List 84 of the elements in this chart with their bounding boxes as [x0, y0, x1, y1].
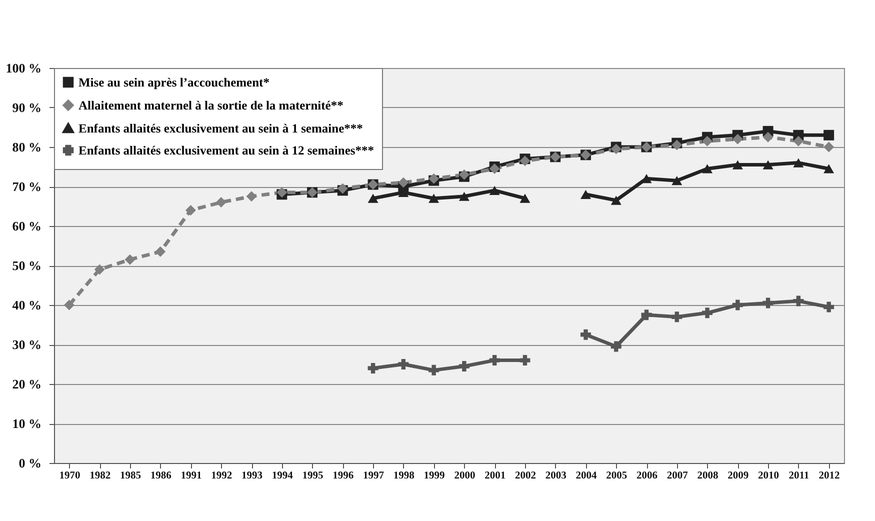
point	[793, 158, 804, 168]
x-tick-label: 2003	[545, 470, 566, 482]
x-tick-label: 1985	[120, 470, 141, 482]
point	[641, 310, 652, 320]
point	[428, 194, 440, 203]
x-tick-label: 1999	[424, 470, 445, 482]
point	[368, 362, 378, 374]
point	[702, 308, 713, 318]
x-tick-label: 1994	[272, 470, 294, 482]
y-tick-label: 100 %	[6, 60, 42, 76]
point	[824, 164, 834, 174]
y-tick-label: 50 %	[12, 258, 42, 273]
x-tick-label: 1997	[363, 470, 384, 482]
point	[124, 254, 136, 265]
legend-label: Mise au sein après l’accouchement*	[78, 75, 270, 90]
point	[580, 329, 591, 340]
point	[732, 134, 743, 144]
x-tick-label: 1996	[332, 470, 354, 482]
y-tick-label: 20 %	[12, 376, 42, 392]
point	[610, 196, 622, 205]
y-tick-label: 10 %	[12, 416, 42, 431]
x-tick-label: 2006	[636, 470, 658, 482]
x-tick-label: 1986	[150, 470, 172, 482]
point	[672, 312, 682, 322]
point	[824, 302, 834, 312]
point	[672, 176, 682, 186]
y-tick-label: 40 %	[12, 298, 42, 312]
point	[489, 186, 500, 195]
point	[520, 194, 530, 203]
point	[428, 364, 440, 376]
point	[762, 132, 774, 142]
x-tick-label: 2005	[606, 470, 628, 482]
point	[458, 192, 470, 201]
x-tick-label: 2012	[818, 470, 840, 482]
point	[580, 190, 591, 199]
point	[732, 300, 743, 310]
x-tick-label: 1991	[180, 470, 202, 482]
x-tick-label: 2009	[728, 470, 749, 482]
point	[762, 160, 774, 170]
point	[185, 204, 196, 216]
x-tick-label: 2002	[514, 470, 536, 482]
x-tick-label: 1998	[393, 470, 414, 482]
x-tick-label: 2011	[788, 470, 810, 482]
y-tick-label: 30 %	[12, 337, 42, 352]
x-tick-label: 1993	[242, 470, 262, 482]
point	[94, 264, 105, 275]
point	[398, 359, 409, 370]
y-tick-label: 0 %	[18, 456, 42, 470]
point	[520, 355, 530, 366]
legend-label: Enfants allaités exclusivement au sein à 1 semaine***	[78, 121, 363, 136]
x-tick-label: 2010	[758, 470, 780, 482]
x-tick-label: 1970	[59, 470, 80, 482]
point	[610, 341, 622, 352]
x-tick-label: 2000	[454, 470, 476, 482]
x-tick-label: 1995	[302, 470, 324, 482]
point	[641, 174, 652, 184]
point	[64, 300, 74, 310]
y-tick-label: 80 %	[12, 140, 42, 154]
point	[489, 355, 500, 366]
point	[732, 160, 743, 170]
x-tick-label: 2004	[576, 470, 598, 482]
point	[216, 197, 226, 208]
legend-label: Allaitement maternel à la sortie de la maternité**	[78, 98, 344, 112]
point	[702, 164, 713, 174]
point	[155, 246, 166, 257]
point	[762, 298, 774, 308]
x-tick-label: 1982	[90, 470, 111, 482]
point	[368, 194, 378, 203]
y-tick-label: 70 %	[12, 179, 42, 194]
y-tick-label: 60 %	[12, 218, 42, 234]
point	[793, 296, 804, 306]
point	[246, 191, 257, 202]
point	[824, 130, 834, 140]
point	[824, 142, 834, 152]
legend-label: Enfants allaités exclusivement au sein à 12 semaines***	[78, 143, 374, 158]
point	[458, 360, 470, 372]
y-tick-label: 90 %	[12, 100, 42, 115]
point	[702, 136, 713, 146]
point	[793, 136, 804, 146]
x-tick-label: 1992	[211, 470, 232, 482]
x-tick-label: 2001	[484, 470, 506, 482]
x-tick-label: 2008	[697, 470, 718, 482]
point	[398, 177, 409, 188]
x-tick-label: 2007	[666, 470, 688, 482]
